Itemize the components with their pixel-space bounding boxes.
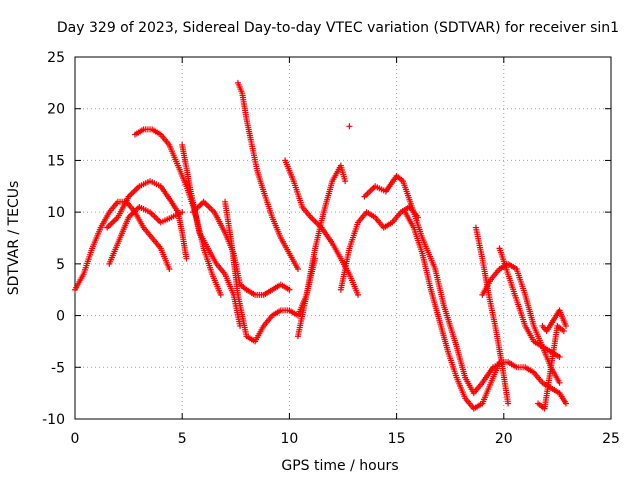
series-track-p (496, 245, 563, 360)
series-track-a (72, 198, 173, 293)
y-tick-label: 15 (47, 153, 65, 169)
series-track-o (479, 260, 563, 386)
series-track-k (337, 203, 422, 293)
data-point (294, 266, 301, 273)
axis-ticks (74, 56, 612, 420)
plot-frame (74, 56, 612, 420)
series-track-r (539, 307, 569, 335)
x-tick-label: 25 (602, 431, 620, 447)
data-marks (72, 79, 569, 412)
x-tick-label: 15 (388, 431, 406, 447)
series-track-i (282, 157, 362, 298)
data-point (286, 286, 293, 293)
series-outlier (346, 123, 353, 130)
y-tick-label: 10 (47, 205, 65, 221)
grid-lines (75, 57, 611, 419)
data-point (346, 123, 353, 130)
y-tick-label: 0 (56, 309, 65, 325)
series-track-h (222, 198, 319, 345)
y-tick-label: 5 (56, 257, 65, 273)
data-point (560, 328, 567, 335)
y-tick-label: 25 (47, 50, 65, 66)
series-track-g (234, 79, 301, 273)
y-axis-tick-labels: -10 -5 0 5 10 15 20 25 (42, 50, 65, 428)
x-tick-label: 20 (495, 431, 513, 447)
data-point (342, 178, 349, 185)
series-track-m (402, 209, 569, 412)
series-track-b (104, 178, 190, 262)
series-track-j (294, 162, 349, 340)
data-point (166, 266, 173, 273)
data-point (217, 291, 224, 298)
series-track-q (535, 322, 567, 412)
data-point (183, 255, 190, 262)
data-point (556, 379, 563, 386)
y-tick-label: -10 (42, 412, 65, 428)
y-tick-label: 20 (47, 102, 65, 118)
data-point (179, 209, 186, 216)
series-track-d (106, 203, 186, 267)
x-tick-label: 0 (71, 431, 80, 447)
x-axis-tick-labels: 0 5 10 15 20 25 (71, 431, 620, 447)
series-track-l (361, 172, 507, 397)
data-point (562, 322, 569, 329)
y-axis-title: SDTVAR / TECUs (6, 181, 22, 296)
x-tick-label: 5 (178, 431, 187, 447)
data-point (562, 400, 569, 407)
chart-title: Day 329 of 2023, Sidereal Day-to-day VTE… (57, 20, 619, 36)
data-point (556, 353, 563, 360)
x-tick-label: 10 (280, 431, 298, 447)
x-axis-title: GPS time / hours (281, 458, 398, 474)
data-point (505, 400, 512, 407)
series-track-e (179, 141, 244, 329)
y-tick-label: -5 (51, 360, 65, 376)
data-point (355, 291, 362, 298)
